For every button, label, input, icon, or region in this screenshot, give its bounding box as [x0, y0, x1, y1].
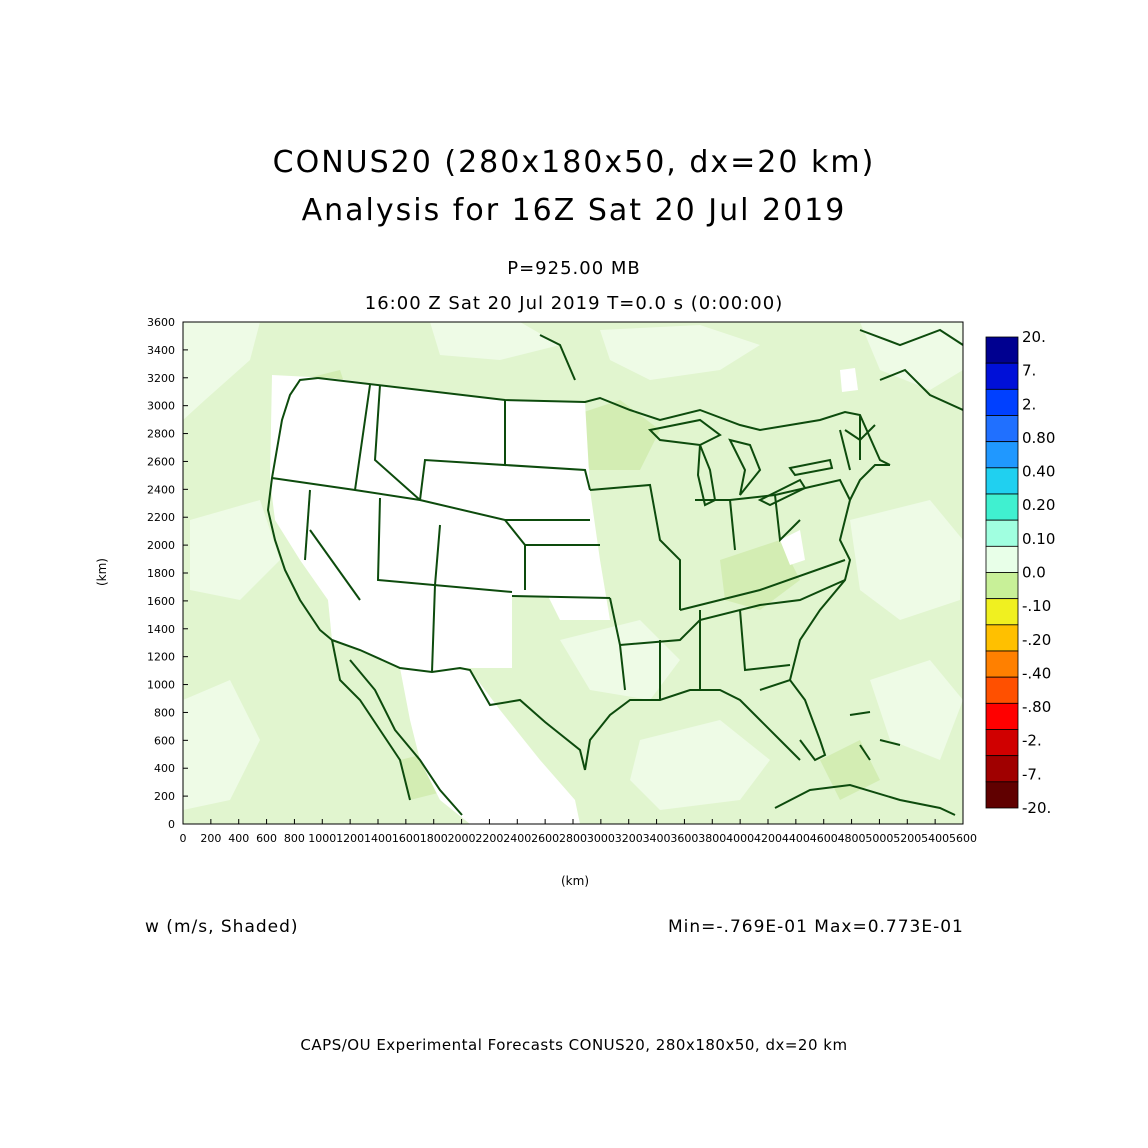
- y-tick-label: 2000: [147, 539, 175, 552]
- colorbar-swatch: [985, 467, 1019, 495]
- field-name-label: w (m/s, Shaded): [145, 917, 299, 937]
- colorbar-label: 2.: [1022, 395, 1036, 413]
- x-tick-label: 1800: [420, 832, 448, 845]
- x-tick-label: 4000: [726, 832, 754, 845]
- x-tick-label: 3400: [643, 832, 671, 845]
- y-tick-label: 1200: [147, 651, 175, 664]
- x-tick-label: 4200: [754, 832, 782, 845]
- x-tick-label: 5200: [893, 832, 921, 845]
- colorbar-label: -.40: [1022, 664, 1051, 682]
- x-tick-label: 1000: [308, 832, 336, 845]
- y-axis-ticks: 0 200 400 600 800 1000 1200 1400 1600 1800 2000 220…: [147, 316, 188, 831]
- colorbar-label: -.10: [1022, 597, 1051, 615]
- colorbar-swatch: [985, 702, 1019, 730]
- y-axis-label: (km): [95, 557, 110, 587]
- x-axis-label: (km): [561, 874, 590, 888]
- y-tick-label: 2200: [147, 511, 175, 524]
- x-tick-label: 2200: [475, 832, 503, 845]
- field-min-max: Min=-.769E-01 Max=0.773E-01: [668, 917, 964, 937]
- colorbar-label: 0.0: [1022, 564, 1046, 582]
- y-tick-label: 1000: [147, 679, 175, 692]
- x-tick-label: 2800: [559, 832, 587, 845]
- colorbar-label: 0.20: [1022, 496, 1055, 514]
- colorbar-label: -2.: [1022, 732, 1042, 750]
- y-tick-label: 3200: [147, 372, 175, 385]
- x-tick-label: 5600: [949, 832, 977, 845]
- shaded-field: [183, 322, 963, 824]
- colorbar-label: 7.: [1022, 362, 1036, 380]
- x-tick-label: 4600: [810, 832, 838, 845]
- x-tick-label: 2400: [503, 832, 531, 845]
- colorbar-swatch: [985, 755, 1019, 783]
- valid-time: 16:00 Z Sat 20 Jul 2019 T=0.0 s (0:00:00…: [364, 293, 784, 314]
- x-tick-label: 4800: [838, 832, 866, 845]
- x-tick-label: 200: [200, 832, 221, 845]
- colorbar: 20. 7. 2. 0.80 0.40 0.20 0.10 0.0 -.10 -.20 -.40 -.…: [985, 328, 1055, 817]
- colorbar-swatch: [985, 545, 1019, 573]
- x-tick-label: 3800: [698, 832, 726, 845]
- colorbar-label: -7.: [1022, 765, 1042, 783]
- y-tick-label: 200: [154, 790, 175, 803]
- state-boundaries: [266, 328, 963, 816]
- colorbar-swatch: [985, 493, 1019, 521]
- y-tick-label: 3000: [147, 400, 175, 413]
- colorbar-swatch: [985, 415, 1019, 443]
- colorbar-swatch: [985, 362, 1019, 390]
- colorbar-swatch: [985, 624, 1019, 652]
- colorbar-swatch: [985, 519, 1019, 547]
- colorbar-swatch: [985, 572, 1019, 600]
- y-tick-label: 3600: [147, 316, 175, 329]
- y-tick-label: 2800: [147, 428, 175, 441]
- x-axis-ticks: 0 200 400 600 800 1000 1200 1400 1600 1800 2000 220…: [180, 819, 977, 845]
- y-tick-label: 0: [168, 818, 175, 831]
- y-tick-label: 3400: [147, 344, 175, 357]
- colorbar-swatch: [985, 336, 1019, 364]
- x-tick-label: 3000: [587, 832, 615, 845]
- footer-credit: CAPS/OU Experimental Forecasts CONUS20, …: [300, 1036, 848, 1054]
- colorbar-swatch: [985, 388, 1019, 416]
- colorbar-swatch: [985, 729, 1019, 757]
- x-tick-label: 800: [284, 832, 305, 845]
- x-tick-label: 3600: [670, 832, 698, 845]
- y-tick-label: 2600: [147, 455, 175, 468]
- colorbar-label: 0.10: [1022, 530, 1055, 548]
- colorbar-swatch: [985, 676, 1019, 704]
- title-line-2: Analysis for 16Z Sat 20 Jul 2019: [301, 193, 847, 228]
- y-tick-label: 1600: [147, 595, 175, 608]
- x-tick-label: 5000: [865, 832, 893, 845]
- x-tick-label: 2600: [531, 832, 559, 845]
- x-tick-label: 4400: [782, 832, 810, 845]
- pressure-level: P=925.00 MB: [507, 258, 641, 279]
- colorbar-label: -20.: [1022, 799, 1051, 817]
- x-tick-label: 1400: [364, 832, 392, 845]
- y-tick-label: 1400: [147, 623, 175, 636]
- x-tick-label: 2000: [448, 832, 476, 845]
- colorbar-label: 20.: [1022, 328, 1046, 346]
- x-tick-label: 1200: [336, 832, 364, 845]
- zero-band-regions: [270, 368, 858, 824]
- y-tick-label: 800: [154, 706, 175, 719]
- colorbar-label: 0.80: [1022, 429, 1055, 447]
- x-tick-label: 400: [228, 832, 249, 845]
- y-tick-label: 1800: [147, 567, 175, 580]
- colorbar-swatch: [985, 441, 1019, 469]
- x-tick-label: 600: [256, 832, 277, 845]
- y-tick-label: 400: [154, 762, 175, 775]
- x-tick-label: 5400: [921, 832, 949, 845]
- y-tick-label: 600: [154, 734, 175, 747]
- y-tick-label: 2400: [147, 483, 175, 496]
- x-tick-label: 0: [180, 832, 187, 845]
- colorbar-swatch: [985, 650, 1019, 678]
- colorbar-label: 0.40: [1022, 463, 1055, 481]
- colorbar-swatch: [985, 598, 1019, 626]
- colorbar-swatch: [985, 781, 1019, 809]
- x-tick-label: 1600: [392, 832, 420, 845]
- x-tick-label: 3200: [615, 832, 643, 845]
- colorbar-label: -.80: [1022, 698, 1051, 716]
- title-line-1: CONUS20 (280x180x50, dx=20 km): [272, 145, 876, 180]
- colorbar-label: -.20: [1022, 631, 1051, 649]
